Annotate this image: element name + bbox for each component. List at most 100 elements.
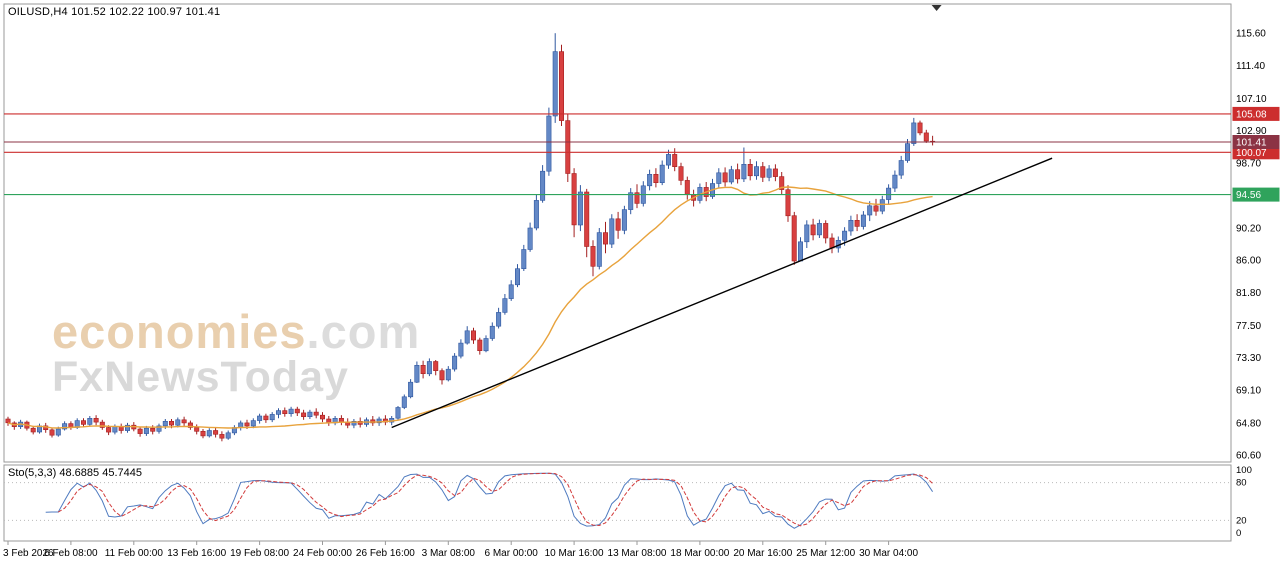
price-tick-label: 64.80: [1236, 418, 1261, 429]
candle: [527, 222, 533, 252]
candle: [596, 228, 602, 270]
candle: [860, 211, 866, 230]
candle: [458, 339, 464, 359]
candle: [741, 147, 747, 182]
candle: [231, 425, 237, 436]
time-tick-label: 20 Mar 16:00: [733, 548, 792, 559]
price-tick-label: 90.20: [1236, 224, 1261, 235]
candle: [634, 184, 640, 209]
candle: [672, 148, 678, 172]
price-tick-label: 98.70: [1236, 158, 1261, 169]
candle: [716, 168, 722, 189]
candle: [823, 220, 829, 244]
candle: [665, 149, 671, 169]
candle: [766, 165, 772, 182]
candle: [194, 424, 200, 435]
candle: [797, 237, 803, 262]
candle: [187, 420, 193, 430]
candle: [791, 211, 797, 265]
stochastic-k-value: 48.6885: [59, 467, 100, 479]
candle: [269, 412, 275, 423]
candle: [898, 155, 904, 179]
stochastic-d-line: [58, 472, 933, 527]
candle: [225, 430, 231, 440]
candle: [326, 416, 332, 426]
candle: [615, 211, 621, 239]
candle: [81, 418, 87, 428]
candle: [930, 135, 936, 146]
candle: [489, 322, 495, 341]
candle: [313, 408, 319, 419]
candle: [584, 188, 590, 258]
candle: [395, 406, 401, 420]
candle: [420, 360, 426, 379]
candle: [62, 421, 68, 431]
price-tick-label: 86.00: [1236, 256, 1261, 267]
svg-text:105.08: 105.08: [1236, 109, 1267, 120]
price-label: 94.56: [1232, 187, 1280, 202]
time-tick-label: 30 Mar 04:00: [859, 548, 918, 559]
candle: [125, 422, 131, 433]
candle: [647, 169, 653, 191]
price-axis[interactable]: 115.60 111.40 107.10 102.90 98.70 90.20 86.00 8…: [1232, 29, 1280, 462]
candle: [332, 416, 338, 426]
candle: [257, 413, 263, 424]
candle: [175, 417, 181, 428]
candle: [43, 422, 49, 433]
candle: [452, 353, 458, 372]
candle: [445, 366, 451, 382]
candle: [414, 361, 420, 383]
candle: [156, 423, 162, 434]
stochastic-tick-label: 20: [1236, 515, 1247, 526]
svg-text:101.41: 101.41: [1236, 138, 1267, 149]
candle: [659, 160, 665, 186]
time-tick-label: 6 Feb 08:00: [44, 548, 98, 559]
candle: [621, 205, 627, 235]
candle: [294, 406, 300, 416]
candle: [36, 423, 42, 434]
candle: [439, 368, 445, 385]
candle: [93, 415, 99, 426]
candle: [118, 423, 124, 434]
candle: [87, 416, 93, 426]
candle: [917, 120, 923, 136]
candle: [810, 218, 816, 241]
candle: [571, 168, 577, 238]
candle: [282, 407, 288, 417]
candle: [521, 244, 527, 271]
candle: [747, 159, 753, 181]
candle: [319, 412, 325, 423]
candle: [678, 162, 684, 186]
candle: [558, 44, 564, 126]
svg-text:94.56: 94.56: [1236, 190, 1261, 201]
ohlc-header: OILUSD,H4 101.52 102.22 100.97 101.41: [8, 6, 220, 18]
candle: [68, 421, 74, 430]
candle: [854, 214, 860, 232]
time-tick-label: 13 Mar 08:00: [608, 548, 667, 559]
price-tick-label: 107.10: [1236, 94, 1267, 105]
candle: [904, 139, 910, 163]
price-tick-label: 111.40: [1236, 61, 1266, 72]
time-tick-label: 13 Feb 16:00: [167, 548, 226, 559]
candle: [502, 294, 508, 315]
candle: [684, 176, 690, 200]
candle: [829, 233, 835, 254]
pane-borders: [3, 3, 1232, 542]
candle: [470, 327, 476, 344]
candle: [760, 162, 766, 182]
price-label: 101.41: [1232, 135, 1280, 149]
candle: [426, 358, 432, 377]
candle: [602, 221, 608, 254]
price-tick-label: 77.50: [1236, 321, 1261, 332]
candle: [590, 240, 596, 277]
chart-shift-marker-icon[interactable]: [931, 5, 942, 11]
time-tick-label: 25 Mar 12:00: [796, 548, 855, 559]
candle: [735, 163, 741, 184]
time-tick-label: 3 Mar 08:00: [422, 548, 476, 559]
trendline[interactable]: [391, 157, 1053, 429]
candle: [30, 425, 36, 435]
candle: [464, 326, 470, 345]
price-tick-label: 60.60: [1236, 451, 1261, 462]
price-tick-label: 69.10: [1236, 385, 1261, 396]
